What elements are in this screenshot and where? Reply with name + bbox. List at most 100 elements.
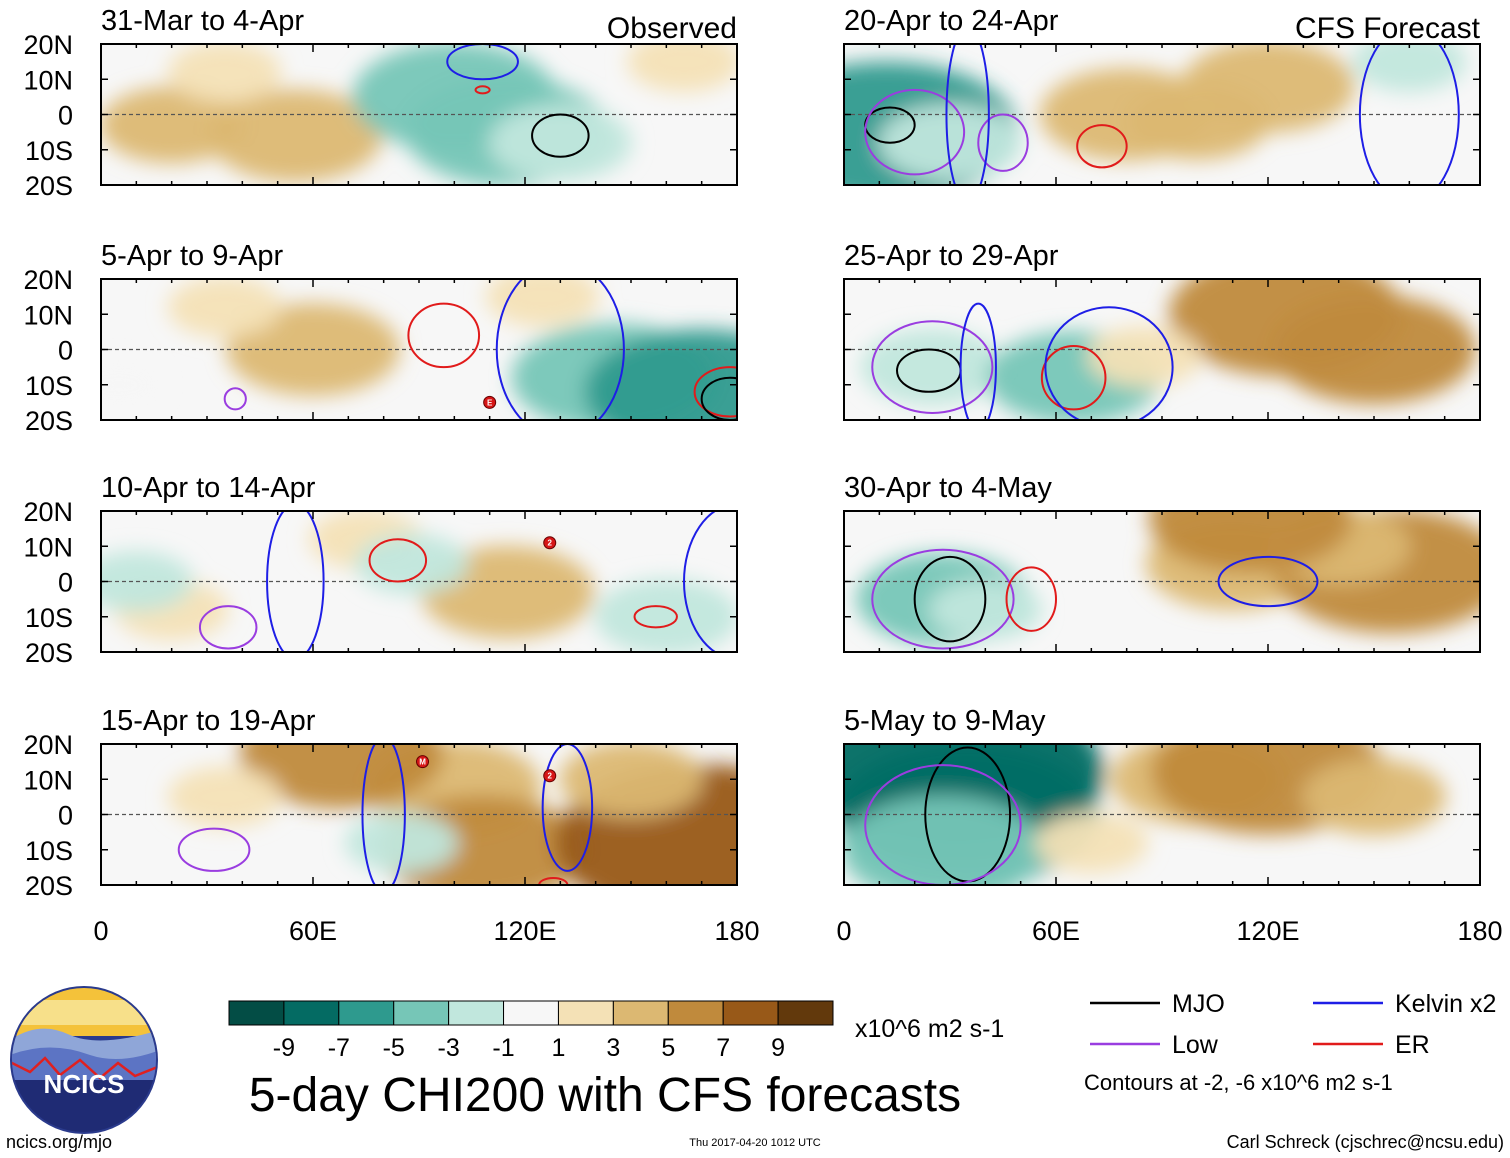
anomaly-blob	[627, 44, 737, 93]
legend-label: ER	[1395, 1031, 1430, 1059]
contour-er	[693, 366, 737, 418]
x-tick-label: 0	[836, 916, 851, 946]
column-header-forecast: CFS Forecast	[1295, 12, 1481, 45]
colorbar-swatch	[448, 1000, 505, 1026]
y-tick-label: 10S	[25, 371, 73, 401]
colorbar-label: 7	[716, 1034, 730, 1062]
y-tick-label: 20N	[23, 30, 73, 60]
map-panel-forecast-4: 5-May to 9-May	[843, 705, 1481, 886]
storm-label: M	[419, 758, 426, 767]
contour-kelvin-x2	[1217, 555, 1319, 608]
anomaly-blob	[1148, 511, 1353, 573]
x-tick-label: 60E	[1032, 916, 1080, 946]
panel-content	[101, 44, 737, 185]
anomaly-blob	[167, 766, 282, 828]
contour-mjo	[913, 555, 987, 643]
contour-er	[474, 85, 491, 95]
contour-kelvin-x2	[959, 302, 997, 420]
contour-low	[864, 88, 966, 176]
storm-symbol	[543, 536, 557, 550]
contour-kelvin-x2	[1358, 44, 1460, 185]
anomaly-blob	[860, 328, 1005, 406]
contour-kelvin-x2	[266, 511, 325, 652]
contour-er	[407, 302, 481, 369]
contour-mjo	[531, 113, 590, 158]
footer-site: ncics.org/mjo	[6, 1132, 112, 1152]
colorbar-swatch	[283, 1000, 340, 1026]
colorbar-label: -5	[383, 1034, 405, 1062]
storm-label: E	[487, 398, 493, 407]
colorbar-swatch	[612, 1000, 669, 1026]
contour-low	[977, 113, 1029, 172]
y-tick-label: 20S	[25, 638, 73, 668]
storm-marker: M	[416, 755, 430, 769]
panel-period-label: 5-May to 9-May	[844, 705, 1046, 737]
anomaly-blob	[488, 104, 633, 182]
anomaly-field	[860, 279, 1476, 420]
contour-kelvin-x2	[541, 744, 594, 872]
contour-er	[1005, 566, 1058, 632]
map-panel-forecast-3: 30-Apr to 4-May	[843, 472, 1481, 653]
contour-er	[1076, 124, 1128, 169]
anomaly-blob	[1272, 295, 1476, 404]
y-tick-label: 10S	[25, 836, 73, 866]
storm-marker: E	[483, 395, 497, 409]
y-tick-label: 10N	[23, 65, 73, 95]
contour-kelvin-x2	[945, 44, 990, 185]
y-tick-label: 10S	[25, 603, 73, 633]
panel-period-label: 25-Apr to 29-Apr	[844, 240, 1059, 272]
colorbar: -9 -7 -5 -3 -1 1 3 5 7 9 x10^6 m2 s-1	[228, 1000, 1004, 1062]
anomaly-blob	[594, 578, 737, 652]
panel-period-label: 5-Apr to 9-Apr	[101, 240, 283, 272]
contour-er	[538, 876, 569, 885]
panel-period-label: 10-Apr to 14-Apr	[101, 472, 316, 504]
contour-kelvin-x2	[495, 279, 625, 420]
contour-kelvin-x2	[683, 511, 717, 652]
colorbar-swatch	[667, 1000, 724, 1026]
map-panel-observed-3: 2 10-Apr to 14-Apr	[100, 472, 738, 653]
figure-title: 5-day CHI200 with CFS forecasts	[249, 1069, 961, 1122]
anomaly-blob	[239, 744, 444, 809]
map-panel-forecast-2: 25-Apr to 29-Apr	[843, 240, 1481, 421]
colorbar-label: -1	[492, 1034, 514, 1062]
colorbar-swatch	[722, 1000, 779, 1026]
contour-low	[864, 764, 1022, 885]
y-tick-label: 20S	[25, 871, 73, 901]
panel-content	[844, 44, 1480, 185]
colorbar-swatch	[393, 1000, 450, 1026]
anomaly-blob	[844, 795, 1045, 885]
anomaly-field	[855, 511, 1480, 646]
legend-item-low: Low	[1090, 1031, 1219, 1059]
colorbar-label: 1	[552, 1034, 566, 1062]
panel-period-label: 20-Apr to 24-Apr	[844, 5, 1059, 37]
x-tick-label: 120E	[1236, 916, 1299, 946]
storm-label: 2	[548, 539, 553, 548]
y-tick-label: 0	[58, 801, 73, 831]
contour-low	[177, 827, 251, 872]
axis-labels: 20N 10N 0 10S 20S 20N 10N 0 10S 20S 20N 10N 0 10S 20S 2…	[23, 30, 1502, 946]
y-tick-label: 10S	[25, 136, 73, 166]
contour-low	[223, 387, 247, 411]
y-tick-label: 0	[58, 101, 73, 131]
footer-credit: Carl Schreck (cjschrec@ncsu.edu)	[1227, 1132, 1504, 1152]
contour-low	[198, 605, 258, 650]
legend-item-er: ER	[1313, 1031, 1430, 1059]
y-tick-label: 0	[58, 568, 73, 598]
colorbar-label: -9	[273, 1034, 295, 1062]
ncics-logo: NCICS	[10, 986, 158, 1134]
colorbar-label: -3	[438, 1034, 460, 1062]
x-tick-label: 180	[1457, 916, 1502, 946]
y-tick-label: 0	[58, 336, 73, 366]
contour-er	[368, 538, 428, 583]
y-tick-label: 20N	[23, 265, 73, 295]
map-panel-observed-2: E 5-Apr to 9-Apr	[100, 240, 738, 421]
x-tick-label: 120E	[493, 916, 556, 946]
y-tick-label: 20S	[25, 406, 73, 436]
panel-content	[844, 279, 1480, 420]
column-header-observed: Observed	[607, 12, 737, 45]
map-panel-observed-1: 31-Mar to 4-Apr Observed	[100, 5, 738, 186]
y-tick-label: 20S	[25, 171, 73, 201]
x-tick-label: 0	[93, 916, 108, 946]
panel-content: 2	[101, 511, 737, 652]
